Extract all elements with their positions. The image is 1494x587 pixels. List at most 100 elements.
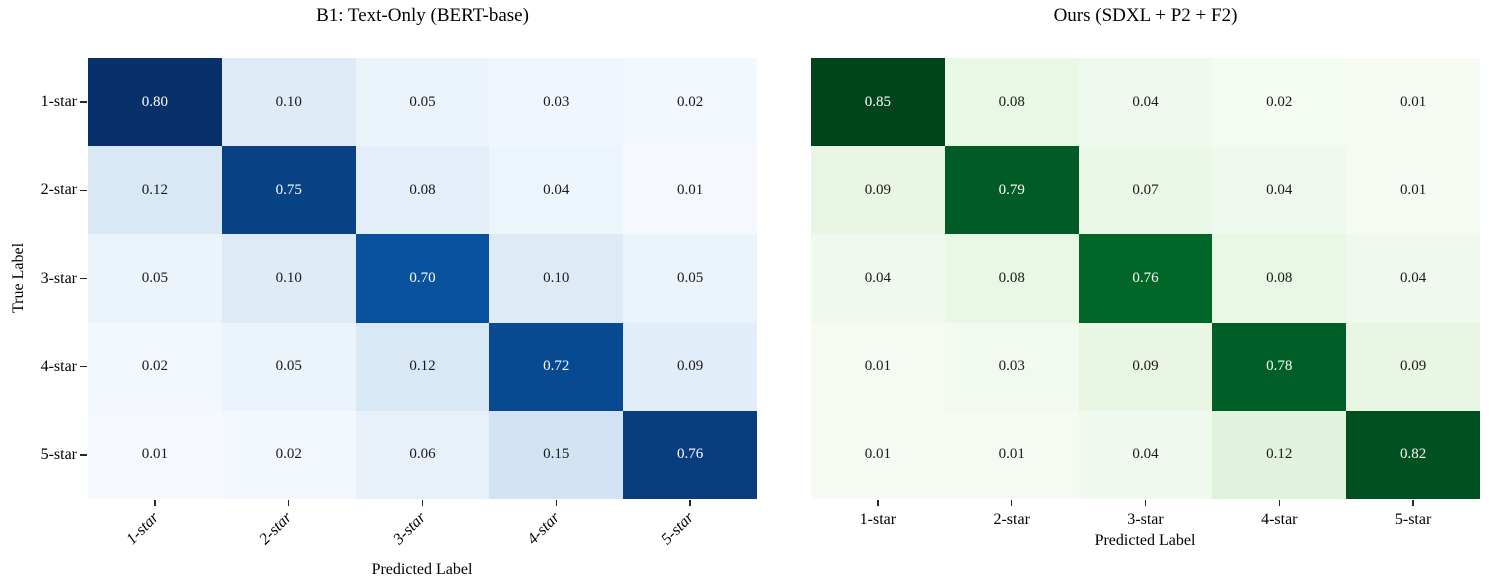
x-tick-label: 2-star [245,509,296,548]
heatmap-cell: 0.85 [811,58,945,147]
heatmap-cell: 0.04 [811,234,945,323]
y-tick-mark [80,277,87,280]
x-tick-label: 3-star [379,509,429,548]
x-tick-label: 1-star [112,509,162,548]
y-tick-label: 3-star [40,269,77,287]
x-tick-mark [154,500,156,506]
x-tick-mark [287,500,290,506]
heatmap-cell: 0.01 [811,410,945,499]
heatmap-cell: 0.05 [221,322,356,411]
cell-value: 0.01 [998,446,1025,463]
y-tick-mark [80,454,87,456]
x-tick-mark [1144,500,1147,506]
heatmap-cell: 0.03 [944,322,1079,411]
x-axis-label-ours: Predicted Label [1094,532,1196,549]
x-tick-mark [1412,500,1414,506]
heatmap-cell: 0.04 [1212,146,1347,235]
cell-value: 0.09 [864,181,892,198]
cell-value: 0.04 [1132,93,1159,110]
cell-value: 0.02 [1266,93,1293,110]
cell-value: 0.01 [864,446,892,463]
cell-value: 0.75 [275,181,302,198]
cell-value: 0.09 [1399,358,1427,375]
heatmap-cell: 0.01 [811,322,945,411]
x-tick-label: 2-star [993,511,1030,528]
heatmap-cell: 0.05 [88,234,222,323]
cell-value: 0.76 [676,446,704,463]
cell-value: 0.01 [676,181,704,198]
y-tick-label: 5-star [40,445,77,463]
y-axis-label: True Label [10,242,27,314]
x-tick-label-text: 2-star [256,509,296,549]
cell-value: 0.05 [275,358,302,375]
cell-value: 0.08 [998,93,1025,110]
cell-value: 0.12 [1266,446,1293,463]
heatmap-cell: 0.08 [1212,234,1347,323]
cell-value: 0.12 [409,358,436,375]
cell-value: 0.08 [409,181,436,198]
heatmap-cell: 0.01 [1346,146,1480,235]
cell-value: 0.05 [409,93,436,110]
cell-value: 0.04 [864,269,892,286]
heatmap-cell: 0.05 [355,58,490,147]
cell-value: 0.01 [1399,181,1427,198]
cell-value: 0.10 [275,269,302,286]
y-tick-label: 4-star [40,357,77,375]
heatmap-cell: 0.12 [355,322,490,411]
cell-value: 0.01 [864,358,892,375]
heatmap-cell: 0.02 [1212,58,1347,147]
x-tick-label: 5-star [647,509,697,548]
heatmap-cell: 0.76 [1078,234,1213,323]
cell-value: 0.85 [864,93,892,110]
cell-value: 0.01 [141,446,169,463]
cell-value: 0.02 [676,93,704,110]
cell-value: 0.78 [1266,358,1293,375]
cell-value: 0.02 [275,446,302,463]
heatmap-cell: 0.78 [1212,322,1347,411]
heatmap-cell: 0.15 [489,410,624,499]
cell-value: 0.03 [998,358,1025,375]
x-tick-mark [1010,500,1013,506]
heatmap-cell: 0.09 [1346,322,1480,411]
x-tick-label-text: 5-star [658,509,698,549]
heatmap-cell: 0.10 [489,234,624,323]
x-tick-label-text: 4-star [524,509,564,549]
heatmap-cell: 0.70 [355,234,490,323]
heatmap-cell: 0.09 [811,146,945,235]
heatmap-cell: 0.12 [1212,410,1347,499]
cell-value: 0.10 [543,269,570,286]
cell-value: 0.70 [409,269,436,286]
cell-value: 0.07 [1132,181,1159,198]
y-tick-mark [80,365,87,368]
heatmap-cell: 0.01 [944,410,1079,499]
panel-ours-title: Ours (SDXL + P2 + F2) [1053,5,1238,26]
cell-value: 0.03 [543,93,570,110]
heatmap-cell: 0.03 [489,58,624,147]
x-tick-mark [877,500,879,506]
heatmap-cell: 0.04 [1346,234,1480,323]
heatmap-cell: 0.04 [1078,410,1213,499]
cell-value: 0.04 [1399,269,1427,286]
heatmap-ours: 0.85 0.08 0.04 0.02 0.01 0.09 0.79 0.07 0.04 0.01… [811,58,1480,499]
x-tick-label: 5-star [1394,511,1432,528]
cell-value: 0.79 [998,181,1025,198]
cell-value: 0.06 [409,446,436,463]
heatmap-cell: 0.01 [623,146,757,235]
x-tick-label: 3-star [1127,511,1164,528]
x-tick-mark [421,500,424,506]
x-tick-label-text: 1-star [122,509,162,549]
cell-value: 0.04 [1132,446,1159,463]
heatmap-cell: 0.09 [623,322,757,411]
y-tick-mark [80,101,87,103]
heatmap-cell: 0.07 [1078,146,1213,235]
heatmap-cell: 0.04 [1078,58,1213,147]
cell-value: 0.80 [141,93,169,110]
heatmap-cell: 0.80 [88,58,222,147]
cell-value: 0.15 [543,446,570,463]
panel-baseline-title: B1: Text-Only (BERT-base) [316,5,529,26]
y-tick-label: 2-star [40,181,77,199]
x-tick-label: 1-star [859,511,897,528]
heatmap-cell: 0.10 [221,58,356,147]
y-tick-mark [80,189,87,192]
heatmap-cell: 0.72 [489,322,624,411]
